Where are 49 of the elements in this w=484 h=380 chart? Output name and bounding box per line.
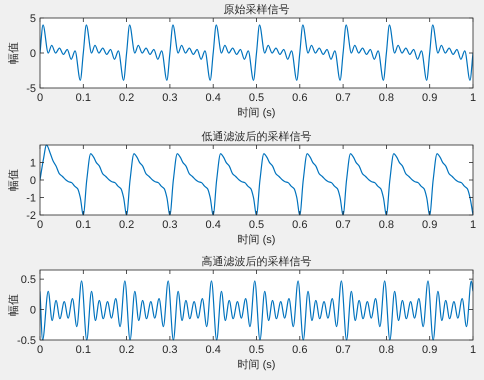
y-tick-label: 0: [30, 304, 36, 317]
x-tick-label: 0.8: [378, 92, 394, 104]
x-tick-label: 0.9: [422, 344, 438, 356]
y-tick-label: 0: [30, 175, 36, 187]
chart-title: 高通滤波后的采样信号: [202, 255, 312, 268]
x-tick-label: 1: [470, 219, 476, 231]
x-tick-label: 0.1: [76, 219, 91, 231]
chart-title: 原始采样信号: [224, 3, 290, 16]
x-axis-title: 时间 (s): [238, 233, 276, 246]
x-tick-label: 0.5: [248, 219, 264, 231]
y-axis-title: 幅值: [8, 169, 20, 191]
y-tick-label: 0.5: [20, 274, 36, 286]
x-tick-label: 0.7: [335, 219, 351, 231]
y-tick-label: 1: [30, 158, 36, 170]
x-tick-label: 0.5: [248, 92, 264, 104]
x-tick-label: 0.6: [292, 219, 308, 231]
y-tick-label: -2: [26, 210, 36, 222]
x-tick-label: 0.3: [162, 219, 178, 231]
x-tick-label: 0.9: [422, 92, 438, 104]
x-tick-label: 0.5: [248, 344, 264, 356]
y-axis-title: 幅值: [8, 294, 20, 316]
x-tick-label: 0.2: [118, 219, 134, 231]
y-axis-title: 幅值: [8, 42, 20, 64]
x-tick-label: 0.2: [118, 92, 134, 104]
x-tick-label: 1: [470, 344, 476, 356]
x-axis-title: 时间 (s): [238, 358, 276, 371]
y-tick-label: -1: [26, 192, 36, 204]
x-tick-label: 0.8: [378, 344, 394, 356]
x-axis-title: 时间 (s): [238, 106, 276, 119]
chart-title: 低通滤波后的采样信号: [202, 130, 312, 143]
y-tick-label: 0: [30, 48, 36, 60]
x-tick-label: 0.6: [292, 344, 308, 356]
x-tick-label: 0.3: [162, 344, 178, 356]
x-tick-label: 0.1: [76, 92, 91, 104]
y-tick-label: -0.5: [17, 335, 36, 347]
y-tick-label: 5: [30, 13, 36, 25]
y-tick-label: -5: [26, 83, 36, 95]
x-tick-label: 0.4: [206, 219, 221, 231]
x-tick-label: 0.8: [378, 219, 394, 231]
x-tick-label: 0.4: [206, 344, 221, 356]
x-tick-label: 0.6: [292, 92, 308, 104]
x-tick-label: 1: [470, 92, 476, 104]
x-tick-label: 0.1: [76, 344, 91, 356]
x-tick-label: 0.2: [118, 344, 134, 356]
x-tick-label: 0.7: [335, 344, 351, 356]
x-tick-label: 0.9: [422, 219, 438, 231]
x-tick-label: 0.4: [206, 92, 221, 104]
x-tick-label: 0.3: [162, 92, 178, 104]
x-tick-label: 0.7: [335, 92, 351, 104]
